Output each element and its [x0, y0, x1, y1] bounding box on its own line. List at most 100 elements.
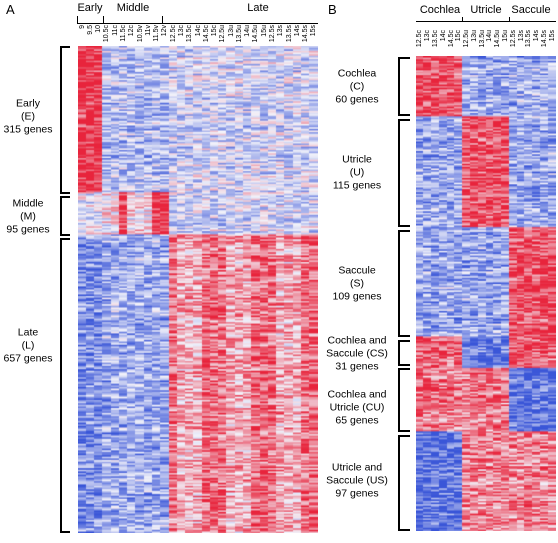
group-underline — [78, 23, 318, 24]
panel-a-letter: A — [6, 2, 15, 17]
bracket-tick — [398, 225, 410, 227]
bracket-tick — [398, 230, 410, 232]
group-separator — [103, 16, 104, 24]
bracket-tick — [398, 430, 410, 432]
bracket-tick — [60, 234, 70, 236]
bracket-tick — [60, 238, 70, 240]
group-title-cochlea: Cochlea — [419, 4, 461, 16]
group-separator — [162, 16, 163, 24]
bracket-tick — [398, 368, 410, 370]
panel-a-column-label: 13.5u — [235, 25, 243, 43]
bracket-utricle-saccule — [398, 435, 400, 531]
cluster-label-saccule: Saccule (S) 109 genes — [332, 264, 382, 303]
panel-b-column-label: 14.5u — [494, 30, 502, 48]
bracket-cochlea-saccule — [398, 340, 400, 366]
panel-a-column-label: 14.5s — [302, 25, 310, 43]
panel-b-column-label: 12.5c — [416, 30, 424, 48]
panel-a-column-label: 11.5v — [153, 25, 161, 42]
panel-b-letter: B — [328, 2, 337, 17]
cluster-label-utricle: Utricle (U) 115 genes — [332, 153, 382, 192]
panel-a-column-label: 13s — [277, 25, 285, 37]
group-title-utricle: Utricle — [470, 4, 502, 16]
group-separator — [509, 17, 510, 22]
panel-a-column-label: 12.5c — [169, 25, 177, 43]
panel-a-column-label: 12.5u — [219, 25, 227, 43]
bracket-saccule — [398, 230, 400, 337]
panel-a-column-label: 13u — [227, 25, 235, 37]
panel-b-column-label: 14.5c — [447, 30, 455, 48]
bracket-tick — [60, 192, 70, 194]
group-separator — [77, 16, 78, 24]
panel-b-column-label: 12.5s — [509, 30, 517, 48]
panel-b-column-label: 15s — [548, 30, 556, 42]
panel-b-column-label: 15u — [501, 30, 509, 42]
cluster-label-cochlea-saccule: Cochlea and Saccule (CS) 31 genes — [326, 334, 388, 373]
cluster-label-utricle-saccule: Utricle and Saccule (US) 97 genes — [326, 461, 388, 500]
bracket-utricle — [398, 119, 400, 227]
bracket-tick — [60, 46, 70, 48]
panel-a-column-label: 10.5c — [103, 25, 111, 43]
panel-a-column-label: 14s — [293, 25, 301, 37]
cluster-label-early: Early (E) 315 genes — [3, 97, 53, 136]
bracket-tick — [398, 340, 410, 342]
panel-a-column-label: 15c — [211, 25, 219, 37]
panel-a-column-label: 14.5c — [202, 25, 210, 43]
bracket-tick — [60, 531, 70, 533]
cluster-label-late: Late (L) 657 genes — [3, 326, 53, 365]
panel-a-column-label: 11.5c — [120, 25, 128, 42]
panel-a-column-label: 11c — [111, 25, 119, 36]
group-title-early: Early — [77, 2, 103, 14]
panel-a-column-label: 11v — [144, 25, 152, 36]
panel-b-column-label: 14u — [486, 30, 494, 42]
panel-a-column-label: 15u — [260, 25, 268, 37]
bracket-cochlea-utricle — [398, 368, 400, 432]
panel-b-column-label: 15c — [455, 30, 463, 42]
bracket-tick — [398, 57, 410, 59]
panel-a-column-label: 14c — [194, 25, 202, 37]
bracket-tick — [398, 119, 410, 121]
bracket-cochlea — [398, 57, 400, 116]
cluster-label-cochlea: Cochlea (C) 60 genes — [335, 67, 379, 106]
panel-a-column-label: 12c — [128, 25, 136, 37]
cluster-label-middle: Middle (M) 95 genes — [6, 197, 50, 236]
group-title-saccule: Saccule — [511, 4, 551, 16]
panel-a-column-label: 9 — [78, 25, 86, 29]
cluster-label-cochlea-utricle: Cochlea and Utricle (CU) 65 genes — [327, 388, 387, 427]
panel-b-column-label: 13.5c — [431, 30, 439, 48]
panel-a-column-label: 14u — [244, 25, 252, 37]
panel-b-column-label: 13.5s — [525, 30, 533, 48]
panel-a-column-label: 12v — [161, 25, 169, 37]
bracket-tick — [398, 364, 410, 366]
panel-b-column-label: 14c — [439, 30, 447, 42]
panel-b-column-label: 12.5u — [463, 30, 471, 48]
panel-a-column-label: 10 — [95, 25, 103, 33]
panel-a-column-label: 12.5s — [268, 25, 276, 43]
bracket-tick — [398, 435, 410, 437]
panel-a-column-label: 15s — [310, 25, 318, 37]
panel-a-column-label: 13.5s — [285, 25, 293, 43]
bracket-early — [60, 46, 62, 194]
bracket-middle — [60, 196, 62, 236]
heatmap-a — [78, 46, 318, 533]
bracket-tick — [398, 529, 410, 531]
panel-a-column-label: 10.5v — [136, 25, 144, 43]
panel-b-column-label: 13.5u — [478, 30, 486, 48]
panel-a-column-label: 13c — [177, 25, 185, 37]
panel-a-column-label: 13.5c — [186, 25, 194, 43]
panel-b-column-label: 14s — [533, 30, 541, 42]
panel-b-column-label: 13s — [517, 30, 525, 42]
group-title-late: Late — [247, 2, 269, 14]
bracket-tick — [398, 114, 410, 116]
panel-b-column-label: 14.5s — [540, 30, 548, 48]
panel-b-column-label: 13u — [470, 30, 478, 42]
bracket-tick — [398, 335, 410, 337]
group-title-middle: Middle — [116, 2, 150, 14]
group-underline — [416, 21, 556, 22]
heatmap-b — [416, 56, 556, 531]
panel-b-column-label: 13c — [424, 30, 432, 42]
panel-a-column-label: 14.5u — [252, 25, 260, 43]
group-separator — [462, 17, 463, 22]
bracket-tick — [60, 196, 70, 198]
panel-a-column-label: 9.5 — [86, 25, 94, 35]
bracket-late — [60, 238, 62, 533]
